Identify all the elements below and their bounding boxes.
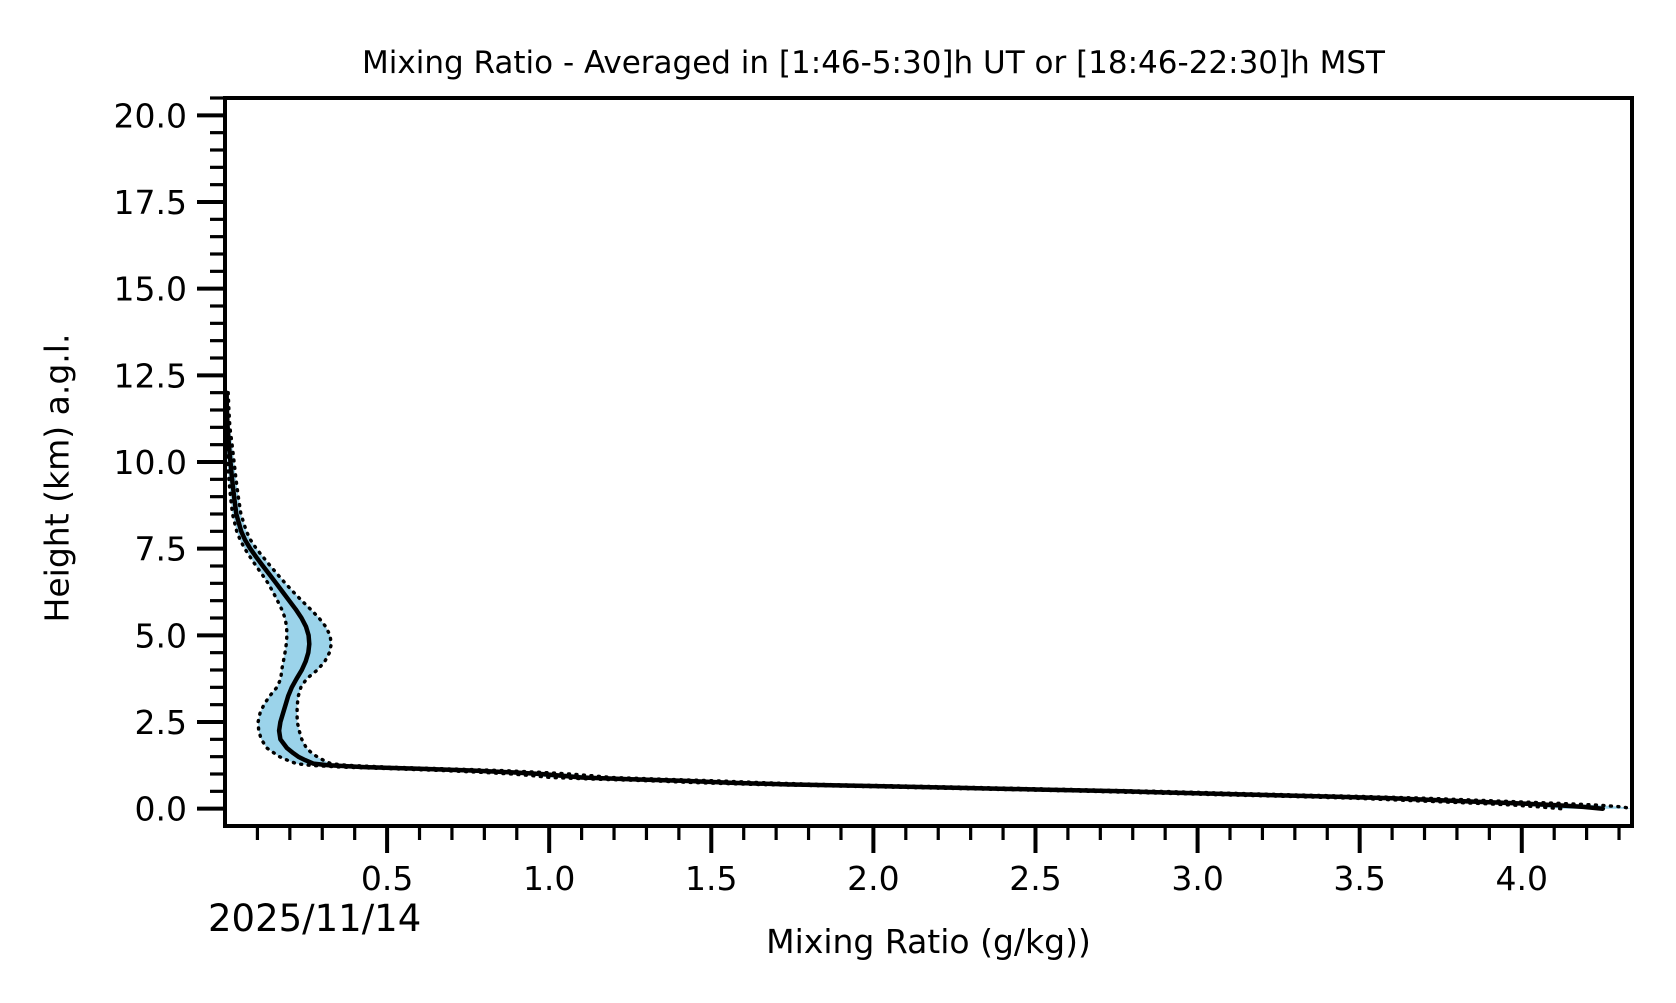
y-tick-label: 20.0: [114, 96, 187, 135]
x-tick-label: 2.5: [1009, 859, 1061, 898]
y-tick-label: 2.5: [135, 703, 187, 742]
x-tick-label: 4.0: [1496, 859, 1548, 898]
x-tick-label: 1.0: [523, 859, 575, 898]
y-tick-label: 15.0: [114, 270, 187, 309]
y-tick-label: 17.5: [114, 183, 187, 222]
x-axis-label: Mixing Ratio (g/kg)): [766, 922, 1091, 961]
band-upper-edge: [226, 391, 1634, 811]
confidence-band: [225, 392, 1632, 809]
mean-profile-line: [224, 390, 1606, 811]
y-tick-label: 10.0: [114, 443, 187, 482]
axes-spines: [223, 96, 1634, 828]
band-lower-edge: [223, 391, 1563, 811]
chart-title: Mixing Ratio - Averaged in [1:46-5:30]h …: [362, 45, 1385, 81]
x-tick-label: 3.5: [1333, 859, 1385, 898]
y-tick-label: 5.0: [135, 616, 187, 655]
y-tick-label: 7.5: [135, 530, 187, 569]
x-tick-label: 1.5: [685, 859, 737, 898]
date-annotation: 2025/11/14: [208, 897, 422, 940]
x-tick-label: 2.0: [847, 859, 899, 898]
x-tick-label: 0.5: [361, 859, 413, 898]
y-tick-label: 0.0: [135, 790, 187, 829]
y-tick-label: 12.5: [114, 356, 187, 395]
y-axis-label: Height (km) a.g.l.: [37, 333, 77, 623]
x-tick-label: 3.0: [1171, 859, 1223, 898]
